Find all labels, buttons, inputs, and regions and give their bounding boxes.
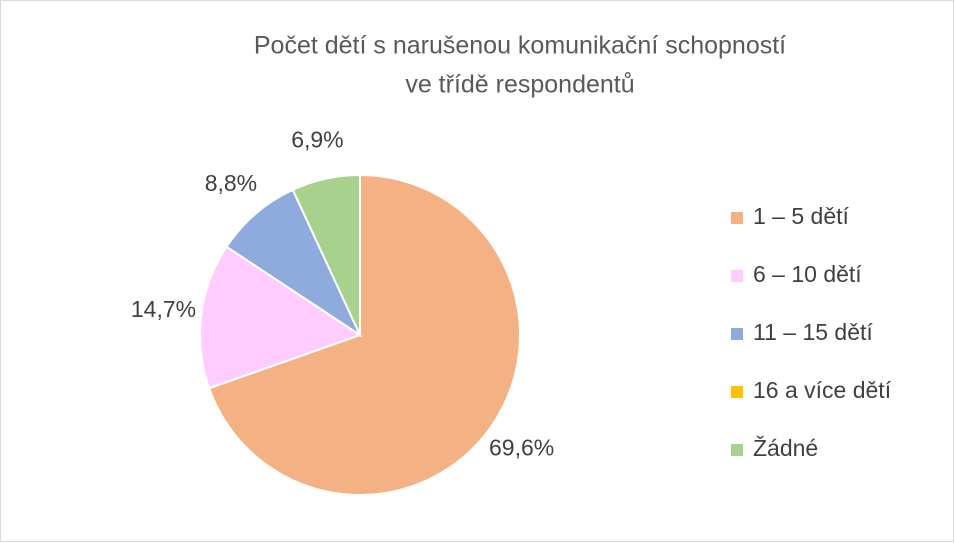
legend-swatch — [731, 444, 743, 456]
data-label: 8,8% — [205, 170, 257, 196]
legend-label: 16 a více dětí — [753, 377, 892, 403]
pie-slice — [291, 173, 361, 336]
legend-swatch — [731, 212, 743, 224]
legend-label: Žádné — [753, 435, 818, 461]
pie-slice — [199, 245, 363, 390]
legend-label: 6 – 10 dětí — [753, 261, 862, 287]
legend-swatch — [731, 328, 743, 340]
data-label: 14,7% — [131, 296, 196, 322]
legend-label: 11 – 15 dětí — [753, 319, 873, 345]
pie-slice — [207, 173, 521, 496]
data-label: 6,9% — [291, 127, 343, 153]
chart-title: Počet dětí s narušenou komunikační schop… — [254, 32, 786, 60]
legend-swatch — [731, 270, 743, 282]
legend-label: 1 – 5 dětí — [753, 203, 850, 229]
legend-swatch — [731, 386, 743, 398]
pie-slice — [225, 188, 363, 338]
chart-title: ve třídě respondentů — [405, 71, 634, 99]
data-label: 69,6% — [489, 434, 554, 460]
